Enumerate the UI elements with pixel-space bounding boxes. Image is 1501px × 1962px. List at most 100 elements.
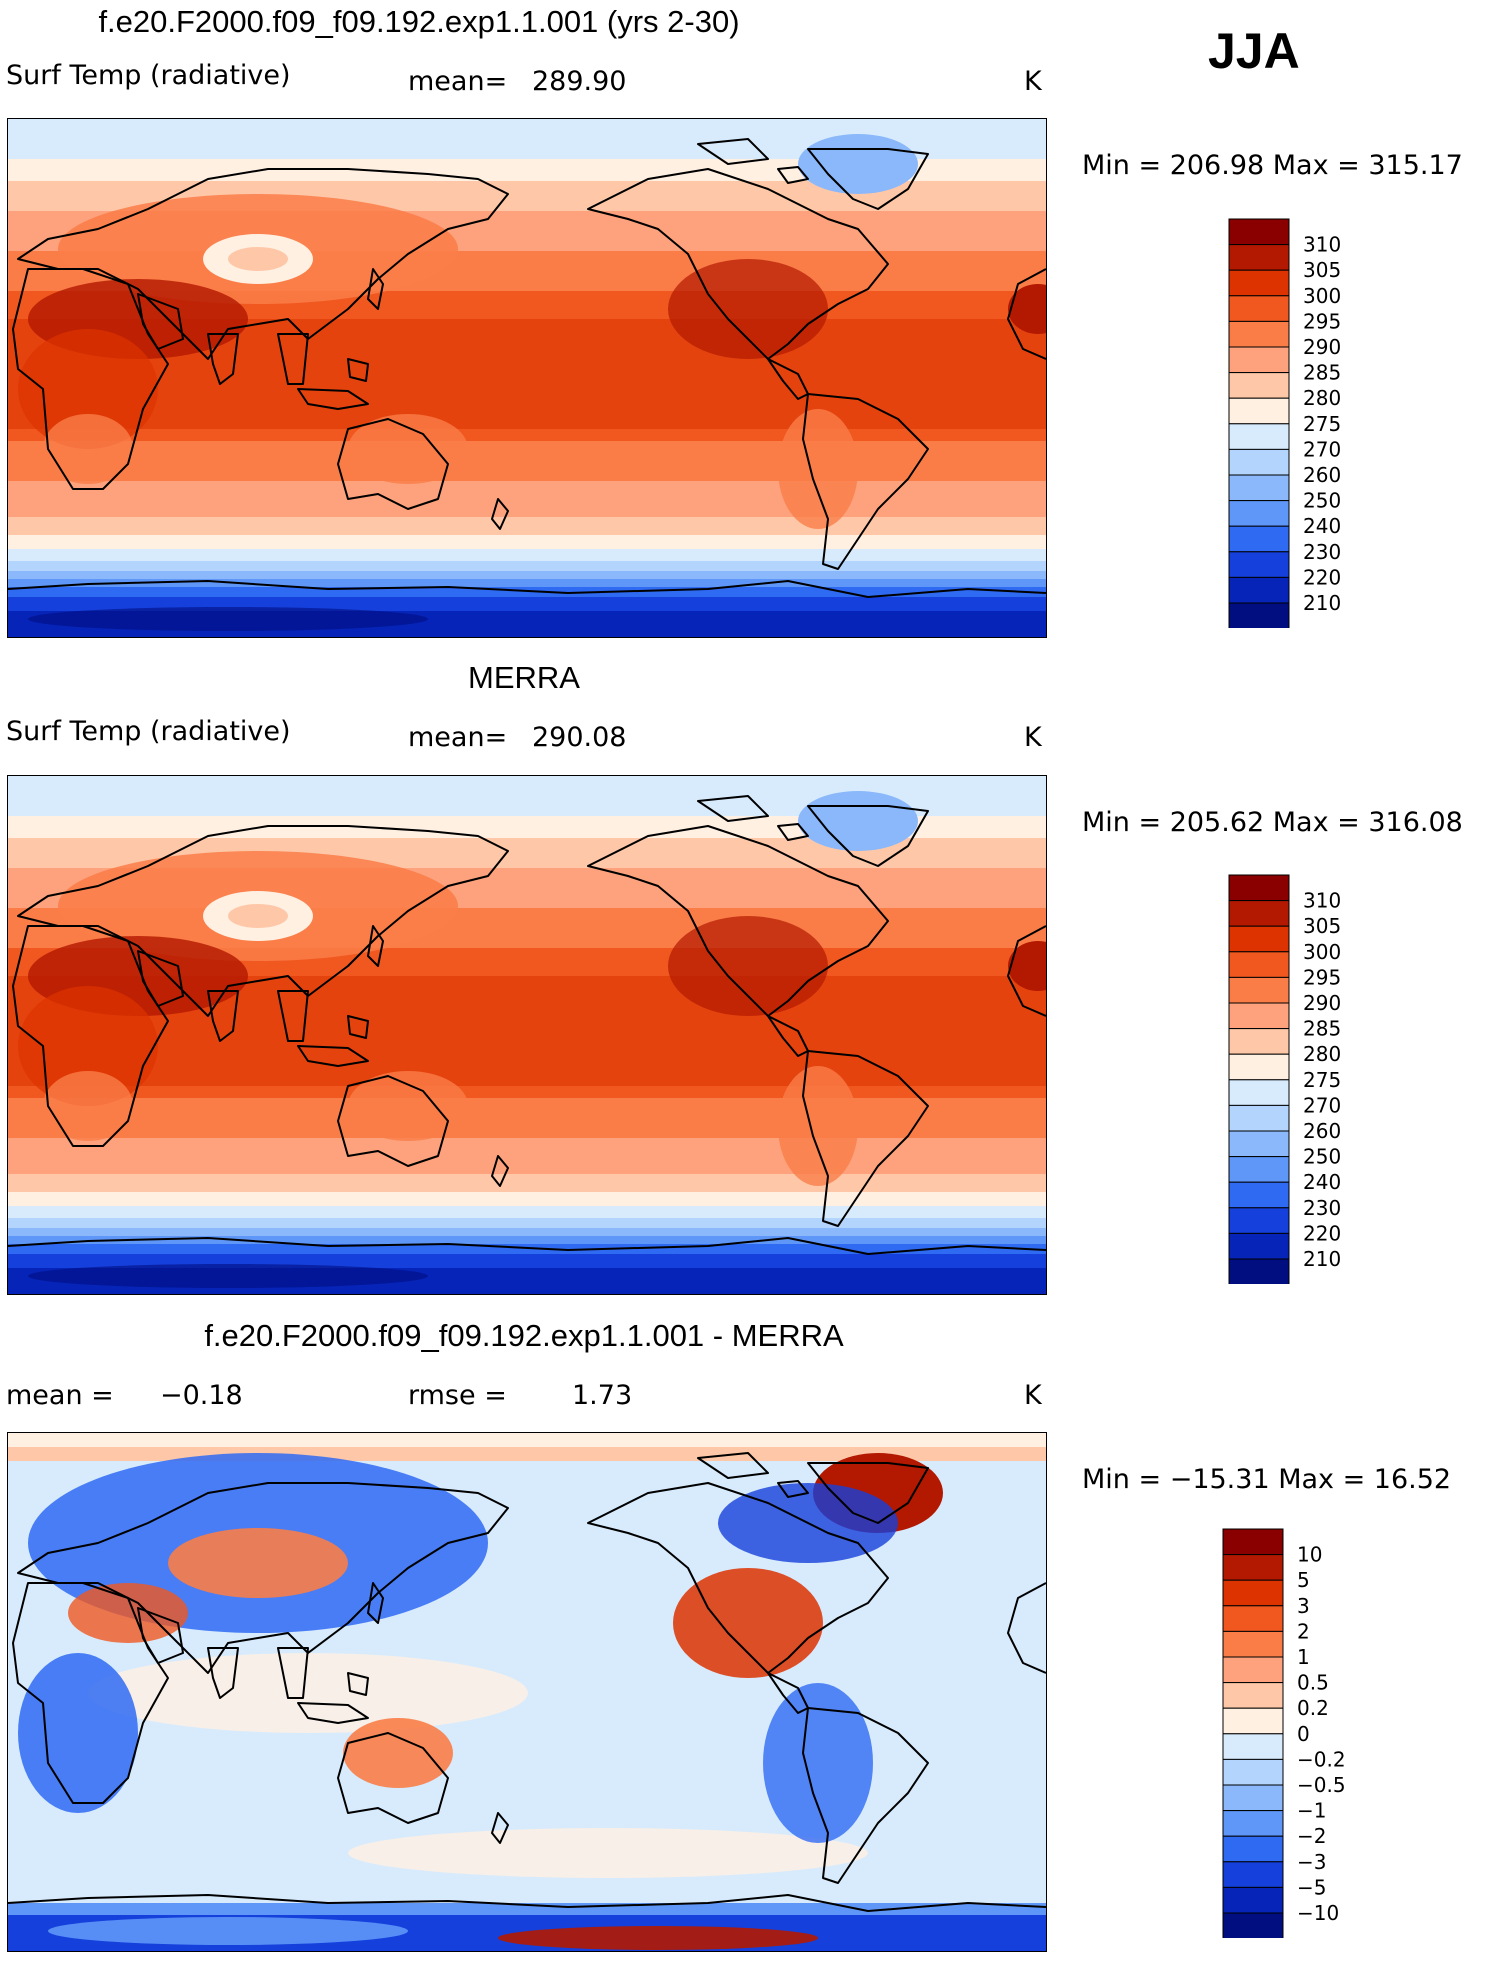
panel1-colorbar-tick-label: 295 [1303,309,1341,333]
panel3-colorbar-swatch [1222,1733,1284,1760]
panel1-colorbar-swatch [1228,372,1290,399]
panel3-colorbar-tick-label: 0.5 [1297,1671,1329,1695]
panel3-colorbar-swatch [1222,1810,1284,1837]
panel3-colorbar-swatch [1222,1861,1284,1888]
panel2-mean-label: mean= [408,722,508,753]
panel1-colorbar-tick-label: 310 [1303,233,1341,257]
panel2-map-svg [8,776,1046,1294]
panel2-colorbar-swatch [1228,1053,1290,1081]
panel3-colorbar-tick-label: 5 [1297,1568,1310,1592]
panel3-colorbar-swatch [1222,1579,1284,1607]
panel1-colorbar-swatch [1228,448,1290,476]
panel2-colorbar-swatch [1228,1181,1290,1209]
panel2-colorbar-swatch [1228,1207,1290,1234]
panel3-colorbar-swatch [1222,1707,1284,1735]
panel1-map-svg [8,119,1046,637]
panel3-minmax: Min = −15.31 Max = 16.52 [1082,1464,1452,1495]
panel2-colorbar-tick-label: 285 [1303,1017,1341,1041]
panel3-colorbar-swatch [1222,1528,1284,1556]
panel1-colorbar-swatch [1228,423,1290,450]
panel2-colorbar-swatch [1228,1156,1290,1183]
panel1-colorbar-tick-label: 285 [1303,361,1341,385]
panel2-colorbar-tick-label: 300 [1303,940,1341,964]
panel1-colorbar-swatch [1228,218,1290,246]
panel2-colorbar-tick-label: 280 [1303,1042,1341,1066]
panel2-mean-value: 290.08 [532,722,627,753]
panel2-colorbar-swatch [1228,1130,1290,1158]
panel2-colorbar-swatch [1228,874,1290,902]
panel1-colorbar-swatch [1228,320,1290,348]
panel2-colorbar-swatch [1228,951,1290,978]
panel1-colorbar-tick-label: 275 [1303,412,1341,436]
panel1-colorbar-tick-label: 250 [1303,489,1341,513]
panel3-colorbar-tick-label: −0.5 [1297,1773,1346,1797]
panel2-colorbar-swatch [1228,1002,1290,1030]
panel1-colorbar-swatch [1228,525,1290,553]
panel2-colorbar-tick-label: 260 [1303,1119,1341,1143]
panel3-colorbar-swatch [1222,1554,1284,1581]
panel3-colorbar-tick-label: 10 [1297,1543,1322,1567]
panel1-colorbar-swatch [1228,500,1290,527]
panel2-minmax: Min = 205.62 Max = 316.08 [1082,807,1463,838]
season-label: JJA [1208,23,1300,79]
panel3-colorbar-swatch [1222,1758,1284,1786]
panel3-units: K [1024,1380,1042,1411]
panel3-colorbar-swatch [1222,1682,1284,1709]
panel3-colorbar-tick-label: −3 [1297,1850,1326,1874]
panel1-colorbar-tick-label: 290 [1303,335,1341,359]
panel1-colorbar-swatch [1228,397,1290,425]
panel2-colorbar-swatch [1228,1079,1290,1106]
panel1-colorbar-tick-label: 300 [1303,284,1341,308]
panel2-colorbar-swatch [1228,1232,1290,1260]
panel2-colorbar-tick-label: 290 [1303,991,1341,1015]
panel3-colorbar-tick-label: −1 [1297,1799,1326,1823]
panel2-colorbar-swatch [1228,1104,1290,1132]
panel2-colorbar-tick-label: 275 [1303,1068,1341,1092]
panel3-colorbar-swatch [1222,1605,1284,1632]
panel1-units: K [1024,66,1042,97]
panel1-colorbar-swatch [1228,602,1290,630]
panel1-map [7,118,1047,638]
panel1-title: f.e20.F2000.f09_f09.192.exp1.1.001 (yrs … [98,4,740,39]
panel3-colorbar-tick-label: 1 [1297,1645,1310,1669]
panel1-colorbar-tick-label: 230 [1303,540,1341,564]
panel2-colorbar-tick-label: 250 [1303,1145,1341,1169]
panel3-colorbar-tick-label: 0.2 [1297,1696,1329,1720]
panel3-colorbar-tick-label: −2 [1297,1824,1326,1848]
panel1-mean-value: 289.90 [532,66,627,97]
panel3-mean-value: −0.18 [160,1380,243,1411]
panel3-colorbar-tick-label: −10 [1297,1901,1339,1925]
panel2-colorbar-tick-label: 270 [1303,1093,1341,1117]
panel1-minmax: Min = 206.98 Max = 315.17 [1082,150,1463,181]
panel2-colorbar-tick-label: 220 [1303,1221,1341,1245]
panel3-mean-label: mean = [6,1380,114,1411]
panel2-units: K [1024,722,1042,753]
panel3-colorbar-tick-label: −0.2 [1297,1747,1346,1771]
panel1-colorbar-svg: 3103053002952902852802752702602502402302… [1228,218,1341,630]
panel3-map [7,1432,1047,1952]
panel1-colorbar-tick-label: 270 [1303,437,1341,461]
panel1-colorbar-swatch [1228,576,1290,604]
panel3-colorbar-tick-label: 3 [1297,1594,1310,1618]
panel1-mean-label: mean= [408,66,508,97]
panel3-colorbar-swatch [1222,1835,1284,1863]
panel2-colorbar-tick-label: 310 [1303,889,1341,913]
panel3-title: f.e20.F2000.f09_f09.192.exp1.1.001 - MER… [204,1318,844,1353]
panel1-colorbar-swatch [1228,295,1290,322]
panel2-colorbar-tick-label: 295 [1303,965,1341,989]
panel3-colorbar-tick-label: 2 [1297,1619,1310,1643]
panel1-colorbar-tick-label: 220 [1303,565,1341,589]
panel2-colorbar: 310 305 300 295 290 285 280 275 270 260 250 240 230 2… [1227,874,1367,1289]
panel3-colorbar-tick-label: −5 [1297,1875,1326,1899]
panel1-colorbar-swatch [1228,244,1290,271]
panel2-colorbar-swatch [1228,976,1290,1004]
panel1-colorbar-tick-label: 210 [1303,591,1341,615]
panel2-colorbar-swatch [1228,1258,1290,1286]
panel2-colorbar-tick-label: 210 [1303,1247,1341,1271]
panel3-rmse-value: 1.73 [572,1380,633,1411]
panel2-colorbar-swatch [1228,925,1290,953]
panel3-map-svg [8,1433,1046,1951]
panel1-colorbar-swatch [1228,551,1290,578]
panel2-colorbar-swatch [1228,900,1290,927]
